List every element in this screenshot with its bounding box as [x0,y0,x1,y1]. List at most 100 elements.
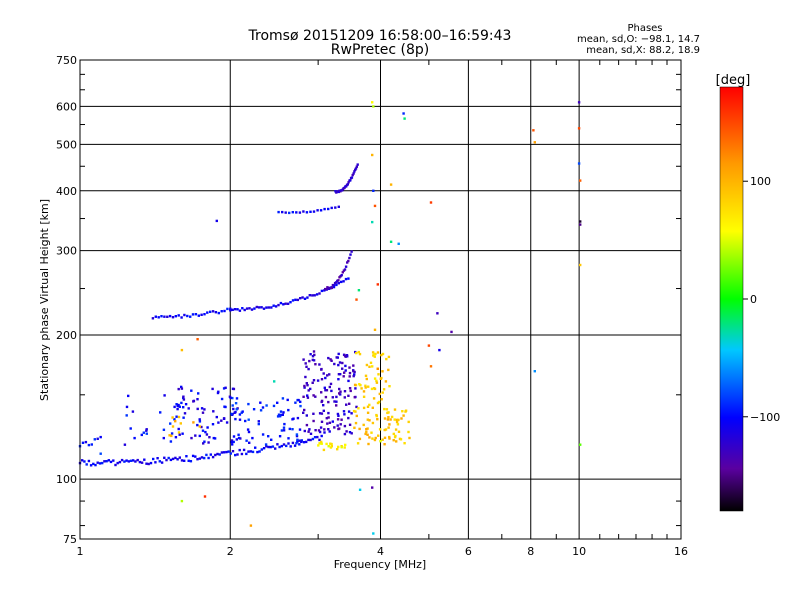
echo-point [319,209,323,212]
echo-point [156,457,159,460]
echo-point [178,405,181,408]
echo-point [358,437,362,441]
echo-point [177,427,180,431]
echo-point [350,412,353,415]
echo-point [182,406,185,409]
echo-point [307,367,310,371]
echo-point [175,403,178,406]
echo-point [344,364,347,368]
echo-point [284,211,287,214]
echo-point [328,421,332,424]
echo-point [305,423,309,427]
echo-point [327,416,330,419]
echo-point [384,380,388,383]
echo-point [294,298,297,301]
echo-point [438,348,441,352]
echo-point [177,404,180,408]
colorbar-ticks: 100 0 −100 [743,175,780,424]
echo-point [173,405,176,409]
echo-point [238,413,242,416]
echo-point [393,418,396,421]
echo-point [280,429,284,432]
echo-point [286,302,290,305]
echo-point [194,434,197,437]
echo-point [343,432,347,436]
echo-point [352,364,355,367]
echo-point [151,317,155,320]
echo-point [322,448,326,452]
echo-point [331,420,334,423]
echo-point [358,488,362,491]
echo-point [163,394,166,397]
echo-point [90,443,93,446]
echo-point [347,379,350,383]
echo-point [303,429,306,433]
echo-point [256,450,259,454]
echo-point [394,434,397,438]
chart-subtitle: RwPretec (8p) [331,42,429,58]
echo-point [171,457,175,461]
echo-point [373,352,376,356]
echo-point [291,441,295,445]
colorbar-label: [deg] [716,73,751,88]
echo-point [201,411,205,414]
echo-point [335,404,338,407]
echo-point [289,301,292,304]
echo-point [245,452,248,456]
echo-point [262,307,266,310]
echo-point [261,406,265,409]
echo-point [134,460,137,463]
echo-point [318,442,321,445]
echo-point [154,461,157,464]
echo-point [253,307,256,310]
echo-point [154,315,157,318]
echo-point [196,398,199,401]
x-axis-label: Frequency [MHz] [334,558,426,571]
echo-point [105,460,108,463]
echo-point [299,297,302,300]
echo-point [407,420,410,424]
echo-point [176,458,179,461]
echo-point [376,283,379,286]
echo-point [235,397,239,400]
echo-point [311,355,315,358]
echo-point [350,432,353,435]
echo-point [173,418,176,421]
echo-point [162,428,166,431]
y-tick-label: 100 [56,473,77,486]
echo-point [329,358,332,361]
echo-point [388,435,391,439]
echo-point [378,428,382,431]
echo-point [313,294,316,297]
echo-point [320,289,324,293]
echo-point [337,279,340,282]
echo-point [376,351,380,354]
echo-point [376,401,380,405]
echo-point [354,421,358,425]
echo-point [352,409,356,413]
echo-point [400,417,403,420]
echo-point [211,455,215,459]
echo-point [272,304,275,307]
echo-point [189,460,193,463]
echo-point [145,429,148,432]
echo-point [313,353,316,357]
echo-point [328,430,331,433]
echo-point [298,428,302,431]
echo-point [226,307,229,311]
echo-point [282,411,285,414]
echo-point [169,458,173,462]
echo-point [330,442,333,446]
echo-point [347,410,351,413]
data-points [78,101,582,535]
echo-point [368,403,371,407]
echo-point [328,385,331,389]
echo-point [304,375,307,379]
echo-point [255,305,258,309]
echo-point [320,368,323,371]
echo-point [283,422,286,426]
echo-point [348,375,351,378]
echo-point [367,442,370,446]
echo-point [348,423,352,426]
echo-point [196,458,199,461]
